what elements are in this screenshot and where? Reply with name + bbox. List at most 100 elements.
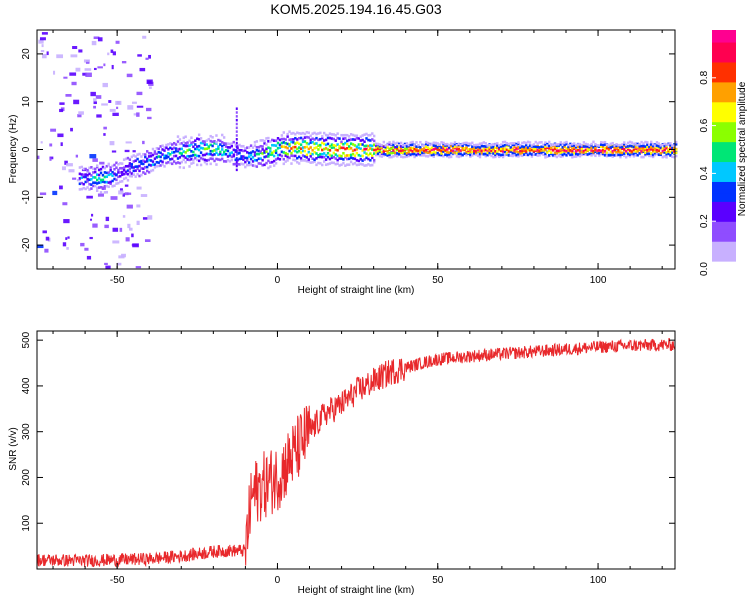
spectrogram-ridge-cell	[174, 143, 178, 146]
spectrogram-ridge-cell	[569, 153, 572, 157]
spectrogram-ridge-cell	[455, 148, 459, 151]
spectrogram-ridge-cell	[217, 153, 220, 156]
spectrogram-ridge-cell	[86, 180, 89, 183]
spectrogram-ridge-cell	[88, 166, 91, 170]
spectrogram-ridge-cell	[151, 163, 155, 166]
spectrogram-ridge-cell	[194, 147, 197, 151]
spectrogram-ridge-cell	[209, 139, 212, 143]
figure-title: KOM5.2025.194.16.45.G03	[270, 1, 441, 17]
spectrogram-ridge-cell	[82, 182, 85, 186]
spectrogram-ridge-cell	[576, 145, 580, 149]
spectrogram-ridge-cell	[449, 149, 453, 152]
spectrogram-ridge-cell	[334, 153, 337, 156]
spectrogram-ridge-cell	[205, 147, 209, 151]
spectrogram-ridge-cell	[140, 162, 143, 165]
spectrogram-ridge-cell	[199, 151, 203, 154]
spectrogram-ridge-cell	[209, 149, 212, 153]
spectrogram-ridge-cell	[344, 141, 347, 145]
spectrogram-ridge-cell	[521, 151, 524, 155]
spectrogram-ridge-cell	[573, 147, 576, 151]
spectrogram-ridge-cell	[661, 155, 664, 159]
spectrogram-ridge-cell	[384, 144, 387, 147]
spectrogram-ridge-cell	[167, 161, 170, 164]
spectrogram-ridge-cell	[238, 148, 241, 152]
spectrogram-ridge-cell	[436, 148, 439, 151]
spectrogram-ridge-cell	[496, 153, 499, 157]
spectrogram-ridge-cell	[382, 152, 386, 156]
spectrogram-ridge-cell	[371, 148, 374, 151]
spectrogram-ridge-cell	[403, 155, 407, 159]
spectrogram-ridge-cell	[623, 152, 626, 155]
spectrogram-ridge-cell	[109, 168, 112, 172]
spectrogram-ridge-cell	[169, 146, 172, 150]
spectrogram-ridge-cell	[369, 164, 372, 167]
spectrogram-ridge-cell	[613, 153, 616, 157]
spectrogram-ridge-cell	[290, 162, 293, 165]
spectrogram-ridge-cell	[419, 152, 422, 156]
spectrogram-ridge-cell	[573, 144, 576, 147]
spectrogram-noise-cell	[57, 133, 64, 138]
spectrogram-ridge-cell	[355, 147, 359, 151]
spectrogram-ridge-cell	[209, 152, 212, 156]
spectrogram-ridge-cell	[574, 155, 578, 158]
spectrogram-ridge-cell	[449, 142, 453, 146]
spectrogram-noise-cell	[93, 98, 97, 102]
spectrogram-noise-cell	[46, 51, 49, 56]
spectrogram-ridge-cell	[347, 138, 351, 142]
spectrogram-ridge-cell	[246, 163, 249, 167]
spectrogram-ridge-cell	[519, 149, 522, 153]
spectrogram-ridge-cell	[303, 140, 307, 143]
spectrogram-ridge-cell	[147, 163, 151, 167]
spectrogram-noise-cell	[126, 192, 132, 195]
spectrogram-ridge-cell	[151, 160, 155, 163]
spectrogram-ridge-cell	[336, 143, 339, 146]
spectrogram-ridge-cell	[205, 152, 209, 156]
spectrogram-ridge-cell	[263, 155, 266, 159]
spectrogram-ridge-cell	[640, 140, 643, 144]
colorbar-segment	[712, 165, 736, 171]
spectrogram-ridge-cell	[157, 155, 160, 158]
spectrogram-ridge-cell	[149, 164, 153, 167]
spectrogram-ridge-cell	[392, 155, 395, 158]
spectrogram-ridge-cell	[394, 151, 397, 155]
spectrogram-ridge-cell	[584, 153, 587, 156]
colorbar-segment	[712, 105, 736, 111]
spectrogram-ridge-cell	[255, 148, 259, 152]
spectrogram-ridge-cell	[328, 153, 332, 157]
spectrogram-ridge-cell	[453, 142, 457, 146]
spectrogram-ridge-cell	[396, 141, 399, 145]
spectrogram-ridge-cell	[436, 145, 439, 149]
spectrogram-noise-cell	[39, 192, 47, 196]
spectrogram-ridge-cell	[334, 162, 337, 166]
spectrogram-noise-cell	[111, 150, 117, 153]
spectrogram-ridge-cell	[357, 143, 361, 146]
spectrogram-ridge-cell	[94, 181, 97, 185]
spectrogram-ridge-cell	[644, 146, 647, 150]
spectrogram-ridge-cell	[563, 141, 566, 145]
spectrogram-ridge-cell	[407, 143, 411, 147]
spectrogram-ridge-cell	[646, 141, 649, 144]
spectrogram-spike-cell	[235, 145, 238, 149]
spectrogram-ridge-cell	[359, 154, 362, 158]
spectrogram-ridge-cell	[180, 152, 184, 155]
spectrogram-ridge-cell	[524, 146, 528, 150]
spectrogram-ridge-cell	[619, 155, 622, 159]
spectrogram-noise-cell	[65, 237, 68, 240]
spectrogram-ridge-cell	[163, 156, 166, 160]
snr-x-tick-label: -50	[110, 575, 125, 586]
colorbar-segment	[712, 45, 736, 51]
spectrogram-spike-cell	[235, 122, 238, 126]
colorbar-segment	[712, 217, 736, 222]
spectrogram-ridge-cell	[192, 161, 195, 165]
spectrogram-ridge-cell	[634, 153, 638, 157]
spectrogram-ridge-cell	[574, 152, 578, 156]
spectrogram-ridge-cell	[290, 132, 293, 135]
spectrogram-ridge-cell	[232, 154, 235, 158]
spectrogram-ridge-cell	[190, 157, 193, 161]
spectrogram-ridge-cell	[94, 176, 97, 179]
spectrogram-ridge-cell	[407, 152, 411, 155]
spectrogram-ridge-cell	[188, 139, 191, 143]
spectrogram-ridge-cell	[221, 157, 224, 161]
spectrogram-ridge-cell	[640, 155, 643, 159]
spectrogram-ridge-cell	[296, 147, 299, 151]
